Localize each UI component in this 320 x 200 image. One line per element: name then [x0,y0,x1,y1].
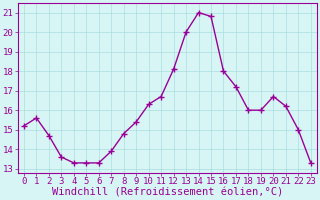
X-axis label: Windchill (Refroidissement éolien,°C): Windchill (Refroidissement éolien,°C) [52,187,283,197]
